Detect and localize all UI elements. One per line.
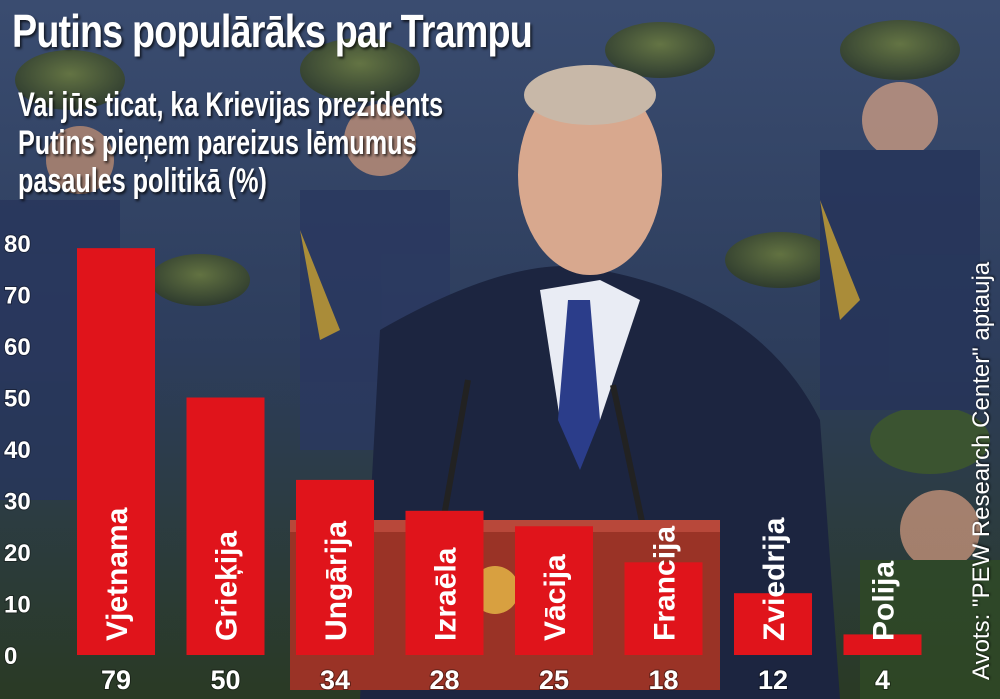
bar-value-label: 34 xyxy=(320,665,350,695)
y-tick-label: 60 xyxy=(4,334,31,361)
category-label: Francija xyxy=(649,526,682,641)
bar-value-label: 28 xyxy=(429,665,459,695)
bar-value-label: 18 xyxy=(648,665,678,695)
source-note: Avots: "PEW Research Center" aptauja xyxy=(968,261,995,680)
y-tick-label: 30 xyxy=(4,489,31,516)
bar xyxy=(77,248,155,655)
category-label: Polija xyxy=(868,561,901,641)
subtitle-line: pasaules politikā (%) xyxy=(18,162,267,200)
bars: 79 Vjetnama 50 Grieķija 34 Ungārija 28 Izraēla 2… xyxy=(77,248,922,696)
bar-value-label: 4 xyxy=(875,665,890,695)
y-tick-label: 20 xyxy=(4,540,31,567)
y-tick-label: 40 xyxy=(4,437,31,464)
bar-value-label: 12 xyxy=(758,665,788,695)
y-tick-label: 80 xyxy=(4,231,31,258)
category-label: Izraēla xyxy=(430,547,463,641)
bar xyxy=(405,510,484,655)
y-axis: 0 10 20 30 40 50 60 70 80 xyxy=(3,230,32,671)
bar xyxy=(624,562,703,655)
chart-subtitle: Vai jūs ticat, ka Krievijas prezidents P… xyxy=(18,86,444,200)
chart-title: Putins populārāks par Trampu xyxy=(12,5,533,57)
category-label: Zviedrija xyxy=(758,517,791,641)
bar xyxy=(843,634,922,655)
subtitle-line: Vai jūs ticat, ka Krievijas prezidents xyxy=(18,86,444,124)
y-tick-label: 50 xyxy=(4,386,31,413)
category-label: Vācija xyxy=(539,554,572,641)
bar-value-label: 79 xyxy=(101,665,131,695)
bar xyxy=(515,526,593,655)
category-label: Vjetnama xyxy=(101,507,134,641)
bar xyxy=(734,593,812,655)
bar xyxy=(296,479,374,655)
category-label: Ungārija xyxy=(320,521,353,641)
y-tick-label: 0 xyxy=(4,643,17,670)
y-tick-label: 10 xyxy=(4,592,31,619)
bar-value-label: 25 xyxy=(539,665,569,695)
y-tick-label: 70 xyxy=(4,283,31,310)
bar xyxy=(186,397,265,655)
bar-value-label: 50 xyxy=(210,665,240,695)
category-label: Grieķija xyxy=(211,531,244,641)
subtitle-line: Putins pieņem pareizus lēmumus xyxy=(18,124,417,162)
